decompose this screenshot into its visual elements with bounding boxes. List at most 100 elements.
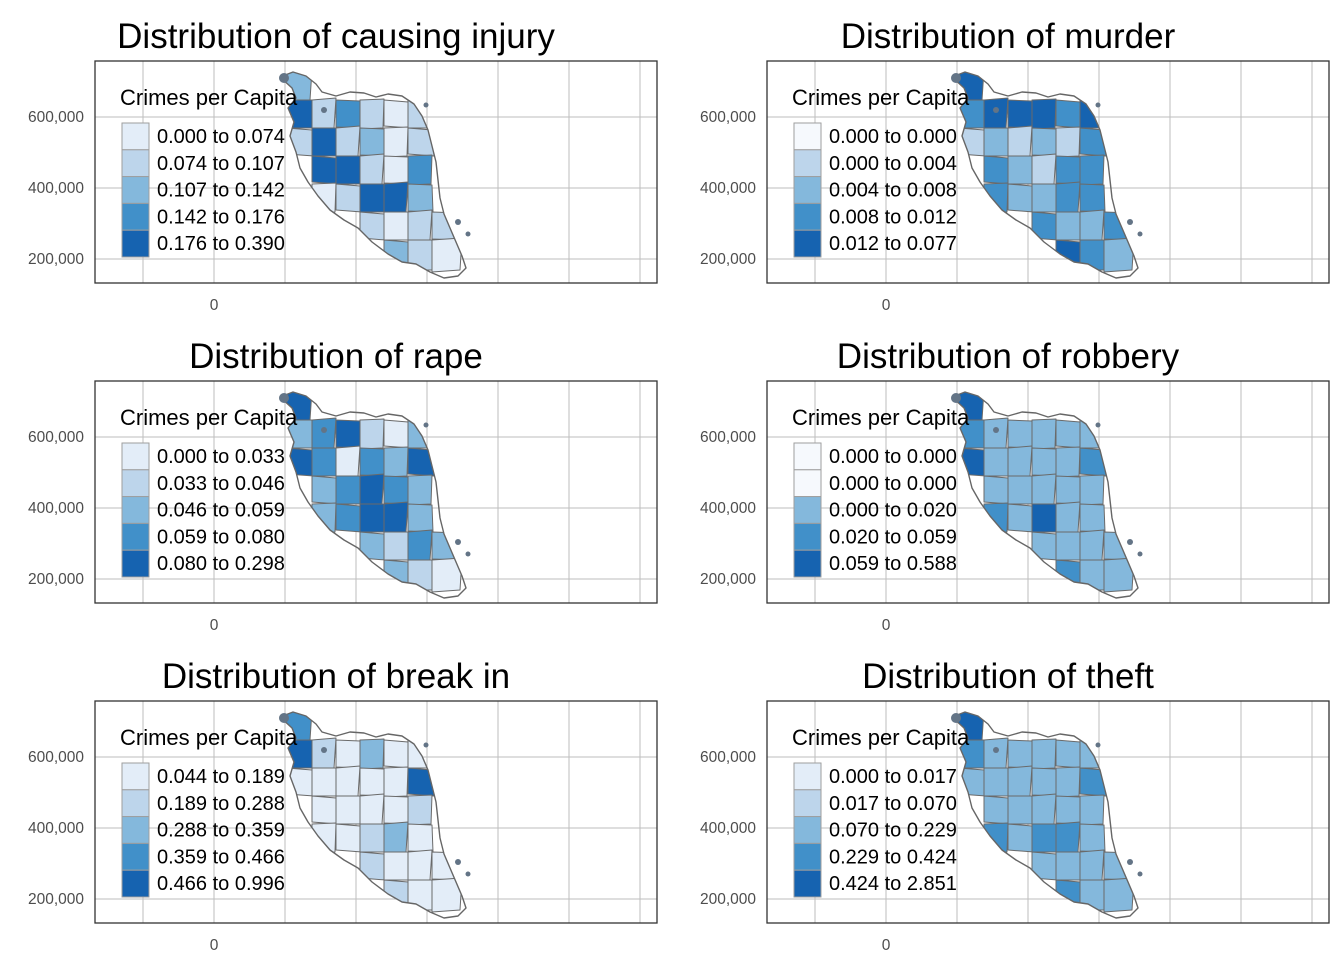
y-tick-label: 600,000	[28, 749, 84, 766]
district-region	[1055, 795, 1082, 825]
legend-swatch	[121, 149, 150, 178]
legend-swatch	[793, 789, 822, 818]
district-region	[383, 181, 409, 215]
panel-title: Distribution of robbery	[837, 337, 1180, 376]
district-region	[1103, 211, 1136, 241]
district-region	[1031, 418, 1057, 450]
district-region	[1055, 239, 1083, 271]
district-region	[407, 474, 433, 506]
district-region	[359, 211, 387, 241]
island	[951, 393, 961, 403]
peninsula-map	[285, 72, 464, 273]
legend-title: Crimes per Capita	[120, 725, 298, 750]
legend-label: 0.020 to 0.059	[829, 526, 957, 548]
district-region	[383, 795, 410, 825]
district-region	[983, 475, 1011, 505]
island	[455, 539, 461, 545]
district-region	[983, 417, 1009, 451]
district-region	[335, 739, 362, 769]
legend-label: 0.059 to 0.588	[829, 553, 957, 575]
panel-title: Distribution of break in	[162, 657, 510, 696]
legend-swatch	[121, 229, 150, 258]
district-region	[335, 99, 362, 129]
district-region	[1103, 531, 1136, 561]
district-region	[1055, 739, 1083, 769]
district-region	[1031, 851, 1059, 881]
district-region	[431, 851, 464, 881]
district-region	[359, 851, 387, 881]
panel-title: Distribution of murder	[841, 17, 1176, 56]
district-region	[957, 767, 987, 797]
district-region	[1079, 474, 1105, 506]
district-region	[1079, 849, 1105, 883]
legend-swatch	[793, 842, 822, 871]
legend-swatch	[121, 816, 150, 844]
island	[993, 107, 999, 113]
legend-title: Crimes per Capita	[792, 405, 970, 430]
legend-swatch	[121, 496, 150, 524]
district-region	[1055, 879, 1083, 911]
district-region	[1031, 153, 1057, 187]
y-tick-label: 200,000	[700, 251, 756, 268]
district-region	[957, 447, 987, 477]
district-region	[1031, 767, 1058, 797]
district-region	[383, 446, 409, 478]
y-tick-label: 400,000	[700, 500, 756, 517]
y-tick-label: 600,000	[700, 749, 756, 766]
panel-frame	[766, 60, 1330, 284]
district-region	[1055, 821, 1081, 855]
district-region	[311, 417, 337, 451]
legend: Crimes per Capita 0.000 to 0.000 0.000 to …	[792, 405, 970, 578]
district-region	[1055, 155, 1082, 185]
legend-swatch	[793, 496, 822, 524]
legend-swatch	[793, 469, 822, 498]
y-tick-label: 600,000	[700, 429, 756, 446]
district-region	[983, 447, 1009, 477]
y-tick-label: 400,000	[700, 180, 756, 197]
island	[279, 393, 289, 403]
island	[321, 747, 327, 753]
district-region	[1055, 766, 1081, 798]
district-region	[383, 821, 409, 855]
district-region	[311, 127, 337, 157]
district-region	[383, 531, 409, 561]
district-region	[285, 127, 315, 157]
district-region	[983, 822, 1009, 854]
district-region	[1079, 529, 1105, 563]
district-region	[983, 737, 1009, 771]
district-region	[383, 239, 411, 271]
district-region	[1055, 851, 1081, 881]
district-region	[407, 529, 433, 563]
district-region	[335, 183, 363, 213]
district-region	[407, 127, 435, 157]
island	[455, 859, 461, 865]
district-region	[383, 739, 411, 769]
district-region	[983, 155, 1011, 185]
district-region	[335, 125, 361, 159]
island	[465, 231, 471, 237]
district-region	[1103, 877, 1135, 913]
island	[951, 73, 961, 83]
y-tick-label: 200,000	[28, 251, 84, 268]
district-region	[1055, 419, 1083, 449]
district-region	[983, 502, 1009, 534]
y-tick-label: 200,000	[28, 891, 84, 908]
panel-title: Distribution of rape	[189, 337, 483, 376]
district-region	[383, 879, 411, 911]
district-region	[1007, 475, 1033, 505]
coastline	[279, 711, 467, 919]
island	[423, 422, 429, 428]
legend-swatch	[793, 229, 822, 258]
district-region	[983, 97, 1009, 131]
district-region	[1079, 127, 1107, 157]
legend-title: Crimes per Capita	[120, 405, 298, 430]
island	[1127, 859, 1133, 865]
y-tick-label: 400,000	[28, 180, 84, 197]
legend-title: Crimes per Capita	[120, 85, 298, 110]
map-panel: Distribution of break in 600,000 400,000 20…	[28, 657, 658, 954]
district-region	[983, 127, 1009, 157]
x-tick-label: 0	[882, 617, 891, 634]
district-region	[335, 419, 362, 449]
legend-label: 0.012 to 0.077	[829, 233, 957, 255]
district-region	[1055, 501, 1081, 535]
